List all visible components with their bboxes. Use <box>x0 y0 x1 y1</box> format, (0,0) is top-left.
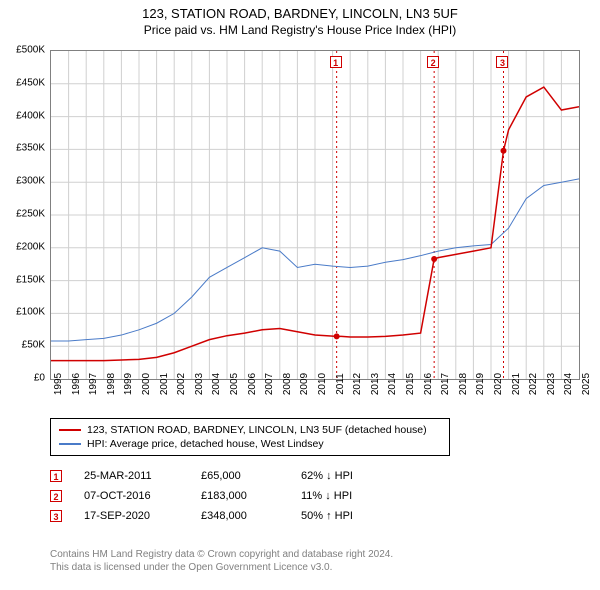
x-tick-label: 2008 <box>282 373 293 395</box>
marker-box-2: 2 <box>427 56 439 68</box>
y-tick-label: £350K <box>16 143 45 154</box>
event-date-3: 17-SEP-2020 <box>84 510 179 522</box>
event-marker-3: 3 <box>50 510 62 522</box>
legend-label-price: 123, STATION ROAD, BARDNEY, LINCOLN, LN3… <box>87 424 427 436</box>
y-tick-label: £250K <box>16 209 45 220</box>
legend-label-hpi: HPI: Average price, detached house, West… <box>87 438 324 450</box>
marker-box-3: 3 <box>496 56 508 68</box>
event-date-1: 25-MAR-2011 <box>84 470 179 482</box>
marker-box-1: 1 <box>330 56 342 68</box>
events-table: 1 25-MAR-2011 £65,000 62% ↓ HPI 2 07-OCT… <box>50 466 391 526</box>
event-marker-1: 1 <box>50 470 62 482</box>
x-tick-label: 2025 <box>581 373 592 395</box>
x-tick-label: 2023 <box>546 373 557 395</box>
event-row-2: 2 07-OCT-2016 £183,000 11% ↓ HPI <box>50 486 391 506</box>
legend-item-hpi: HPI: Average price, detached house, West… <box>59 437 441 451</box>
event-price-3: £348,000 <box>201 510 279 522</box>
x-tick-label: 2022 <box>528 373 539 395</box>
x-tick-label: 2019 <box>475 373 486 395</box>
legend-swatch-price <box>59 429 81 431</box>
x-tick-label: 2021 <box>511 373 522 395</box>
y-tick-label: £200K <box>16 241 45 252</box>
plot-area <box>50 50 580 380</box>
event-price-1: £65,000 <box>201 470 279 482</box>
x-tick-label: 2024 <box>563 373 574 395</box>
x-tick-label: 2011 <box>335 373 346 395</box>
x-tick-label: 2000 <box>141 373 152 395</box>
y-tick-label: £100K <box>16 307 45 318</box>
legend-item-price: 123, STATION ROAD, BARDNEY, LINCOLN, LN3… <box>59 423 441 437</box>
event-price-2: £183,000 <box>201 490 279 502</box>
plot-svg <box>51 51 579 379</box>
y-tick-label: £400K <box>16 110 45 121</box>
x-tick-label: 2007 <box>264 373 275 395</box>
chart-title: 123, STATION ROAD, BARDNEY, LINCOLN, LN3… <box>0 6 600 21</box>
x-tick-label: 1995 <box>53 373 64 395</box>
legend-swatch-hpi <box>59 443 81 445</box>
event-row-1: 1 25-MAR-2011 £65,000 62% ↓ HPI <box>50 466 391 486</box>
footer-line-2: This data is licensed under the Open Gov… <box>50 561 393 574</box>
x-tick-label: 2013 <box>370 373 381 395</box>
footer-line-1: Contains HM Land Registry data © Crown c… <box>50 548 393 561</box>
chart-container: 123, STATION ROAD, BARDNEY, LINCOLN, LN3… <box>0 0 600 590</box>
x-tick-label: 1997 <box>88 373 99 395</box>
x-tick-label: 2018 <box>458 373 469 395</box>
title-block: 123, STATION ROAD, BARDNEY, LINCOLN, LN3… <box>0 0 600 37</box>
y-tick-label: £500K <box>16 45 45 56</box>
x-tick-label: 2009 <box>299 373 310 395</box>
y-tick-label: £50K <box>22 340 45 351</box>
x-tick-label: 2015 <box>405 373 416 395</box>
x-tick-label: 2012 <box>352 373 363 395</box>
event-marker-2: 2 <box>50 490 62 502</box>
x-tick-label: 2001 <box>159 373 170 395</box>
x-tick-label: 2014 <box>387 373 398 395</box>
x-tick-label: 2002 <box>176 373 187 395</box>
x-tick-label: 2004 <box>211 373 222 395</box>
y-tick-label: £450K <box>16 77 45 88</box>
x-tick-label: 2006 <box>247 373 258 395</box>
x-tick-label: 2010 <box>317 373 328 395</box>
event-row-3: 3 17-SEP-2020 £348,000 50% ↑ HPI <box>50 506 391 526</box>
y-tick-label: £150K <box>16 274 45 285</box>
chart-subtitle: Price paid vs. HM Land Registry's House … <box>0 23 600 37</box>
y-tick-label: £0 <box>34 373 45 384</box>
x-tick-label: 1998 <box>106 373 117 395</box>
x-tick-label: 1996 <box>71 373 82 395</box>
x-tick-label: 2003 <box>194 373 205 395</box>
x-tick-label: 2017 <box>440 373 451 395</box>
legend: 123, STATION ROAD, BARDNEY, LINCOLN, LN3… <box>50 418 450 456</box>
x-tick-label: 2016 <box>423 373 434 395</box>
event-pct-2: 11% ↓ HPI <box>301 490 391 502</box>
x-tick-label: 2020 <box>493 373 504 395</box>
footer-note: Contains HM Land Registry data © Crown c… <box>50 548 393 574</box>
x-tick-label: 2005 <box>229 373 240 395</box>
x-tick-label: 1999 <box>123 373 134 395</box>
event-pct-1: 62% ↓ HPI <box>301 470 391 482</box>
event-date-2: 07-OCT-2016 <box>84 490 179 502</box>
event-pct-3: 50% ↑ HPI <box>301 510 391 522</box>
y-tick-label: £300K <box>16 176 45 187</box>
